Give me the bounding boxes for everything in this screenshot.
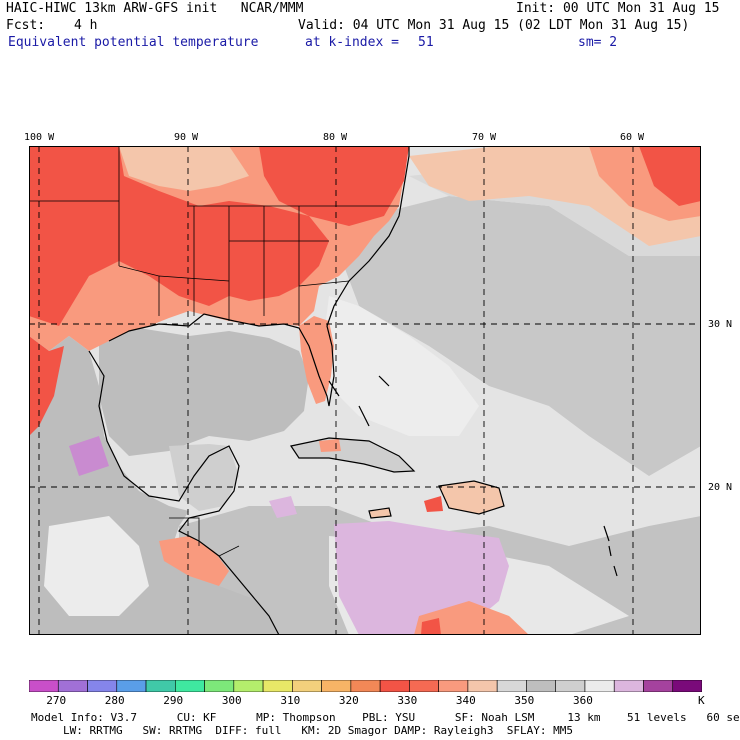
- colorbar-label: 300: [221, 694, 242, 707]
- init-time: Init: 00 UTC Mon 31 Aug 15: [516, 1, 720, 16]
- colorbar-label: 290: [163, 694, 184, 707]
- colorbar-swatch: [262, 680, 293, 692]
- political-borders: [29, 146, 399, 557]
- lat-label-20n: 20 N: [708, 482, 733, 493]
- usa-peach: [119, 146, 249, 191]
- colorbar-swatch: [613, 680, 644, 692]
- colorbar-label: 270: [46, 694, 67, 707]
- lon-label-100w: 100 W: [24, 132, 55, 143]
- colorbar-label: 310: [280, 694, 301, 707]
- colorbar-swatch: [584, 680, 615, 692]
- field-name: Equivalent potential temperature: [8, 35, 259, 50]
- colorbar-swatch: [116, 680, 147, 692]
- atlantic-gray-band: [329, 196, 701, 476]
- bahamas-pale: [324, 296, 479, 436]
- theta-e-map: [29, 146, 701, 635]
- model-info-line2: LW: RRTMG SW: RRTMG DIFF: full KM: 2D Sm…: [63, 724, 573, 737]
- colorbar-swatch: [204, 680, 235, 692]
- colorbar-label: 320: [338, 694, 359, 707]
- smoothing-label: sm= 2: [578, 35, 618, 50]
- colorbar-label: 340: [455, 694, 476, 707]
- lilac-small: [269, 496, 297, 518]
- south-america-salmon: [414, 601, 529, 635]
- valid-time: Valid: 04 UTC Mon 31 Aug 15 (02 LDT Mon …: [298, 18, 690, 33]
- florida: [299, 316, 334, 404]
- colorbar-swatch: [496, 680, 527, 692]
- lon-label-90w: 90 W: [174, 132, 199, 143]
- colorbar-swatch: [29, 680, 59, 692]
- colorbar: [29, 680, 702, 692]
- mexico-lilac: [69, 436, 109, 476]
- colorbar-swatch: [321, 680, 352, 692]
- colorbar-swatch: [292, 680, 322, 692]
- colorbar-swatch: [526, 680, 556, 692]
- yucatan: [169, 444, 239, 511]
- colorbar-swatch: [87, 680, 118, 692]
- colorbar-swatch: [438, 680, 469, 692]
- level-value: 51: [418, 35, 434, 50]
- mexico-southwest-pale: [44, 516, 149, 616]
- atlantic-red: [639, 146, 701, 206]
- colorbar-swatch: [233, 680, 264, 692]
- colorbar-swatch: [350, 680, 381, 692]
- cuba-salmon: [319, 439, 341, 452]
- lon-label-80w: 80 W: [323, 132, 348, 143]
- level-label: at k-index =: [305, 35, 399, 50]
- model-title: HAIC-HIWC 13km ARW-GFS init NCAR/MMM: [6, 1, 304, 16]
- colorbar-label: 360: [572, 694, 593, 707]
- colorbar-swatch: [643, 680, 674, 692]
- colorbar-label: 330: [397, 694, 418, 707]
- colorbar-swatch: [672, 680, 702, 692]
- hispaniola-red: [424, 496, 443, 512]
- forecast-hour: 4 h: [74, 18, 98, 33]
- colorbar-swatch: [175, 680, 205, 692]
- colorbar-swatch: [145, 680, 176, 692]
- colorbar-swatch: [555, 680, 586, 692]
- coastlines: [88, 146, 618, 635]
- colorbar-label: 280: [104, 694, 125, 707]
- lon-label-70w: 70 W: [472, 132, 497, 143]
- colorbar-unit: K: [698, 694, 705, 707]
- lat-label-30n: 30 N: [708, 319, 733, 330]
- central-america-salmon: [159, 536, 229, 586]
- gulf-gray: [99, 328, 309, 456]
- usa-hot: [29, 146, 329, 326]
- hispaniola: [439, 481, 504, 514]
- forecast-label: Fcst:: [6, 18, 46, 33]
- colorbar-swatch: [379, 680, 410, 692]
- mexico-red: [29, 336, 64, 436]
- colorbar-swatch: [467, 680, 498, 692]
- south-america-red: [421, 618, 441, 635]
- lat-lon-grid: [29, 146, 701, 635]
- colorbar-swatch: [57, 680, 88, 692]
- colorbar-swatch: [409, 680, 439, 692]
- map-frame: [29, 146, 701, 635]
- model-info-line1: Model Info: V3.7 CU: KF MP: Thompson PBL…: [31, 711, 740, 724]
- colorbar-label: 350: [514, 694, 535, 707]
- lon-label-60w: 60 W: [620, 132, 645, 143]
